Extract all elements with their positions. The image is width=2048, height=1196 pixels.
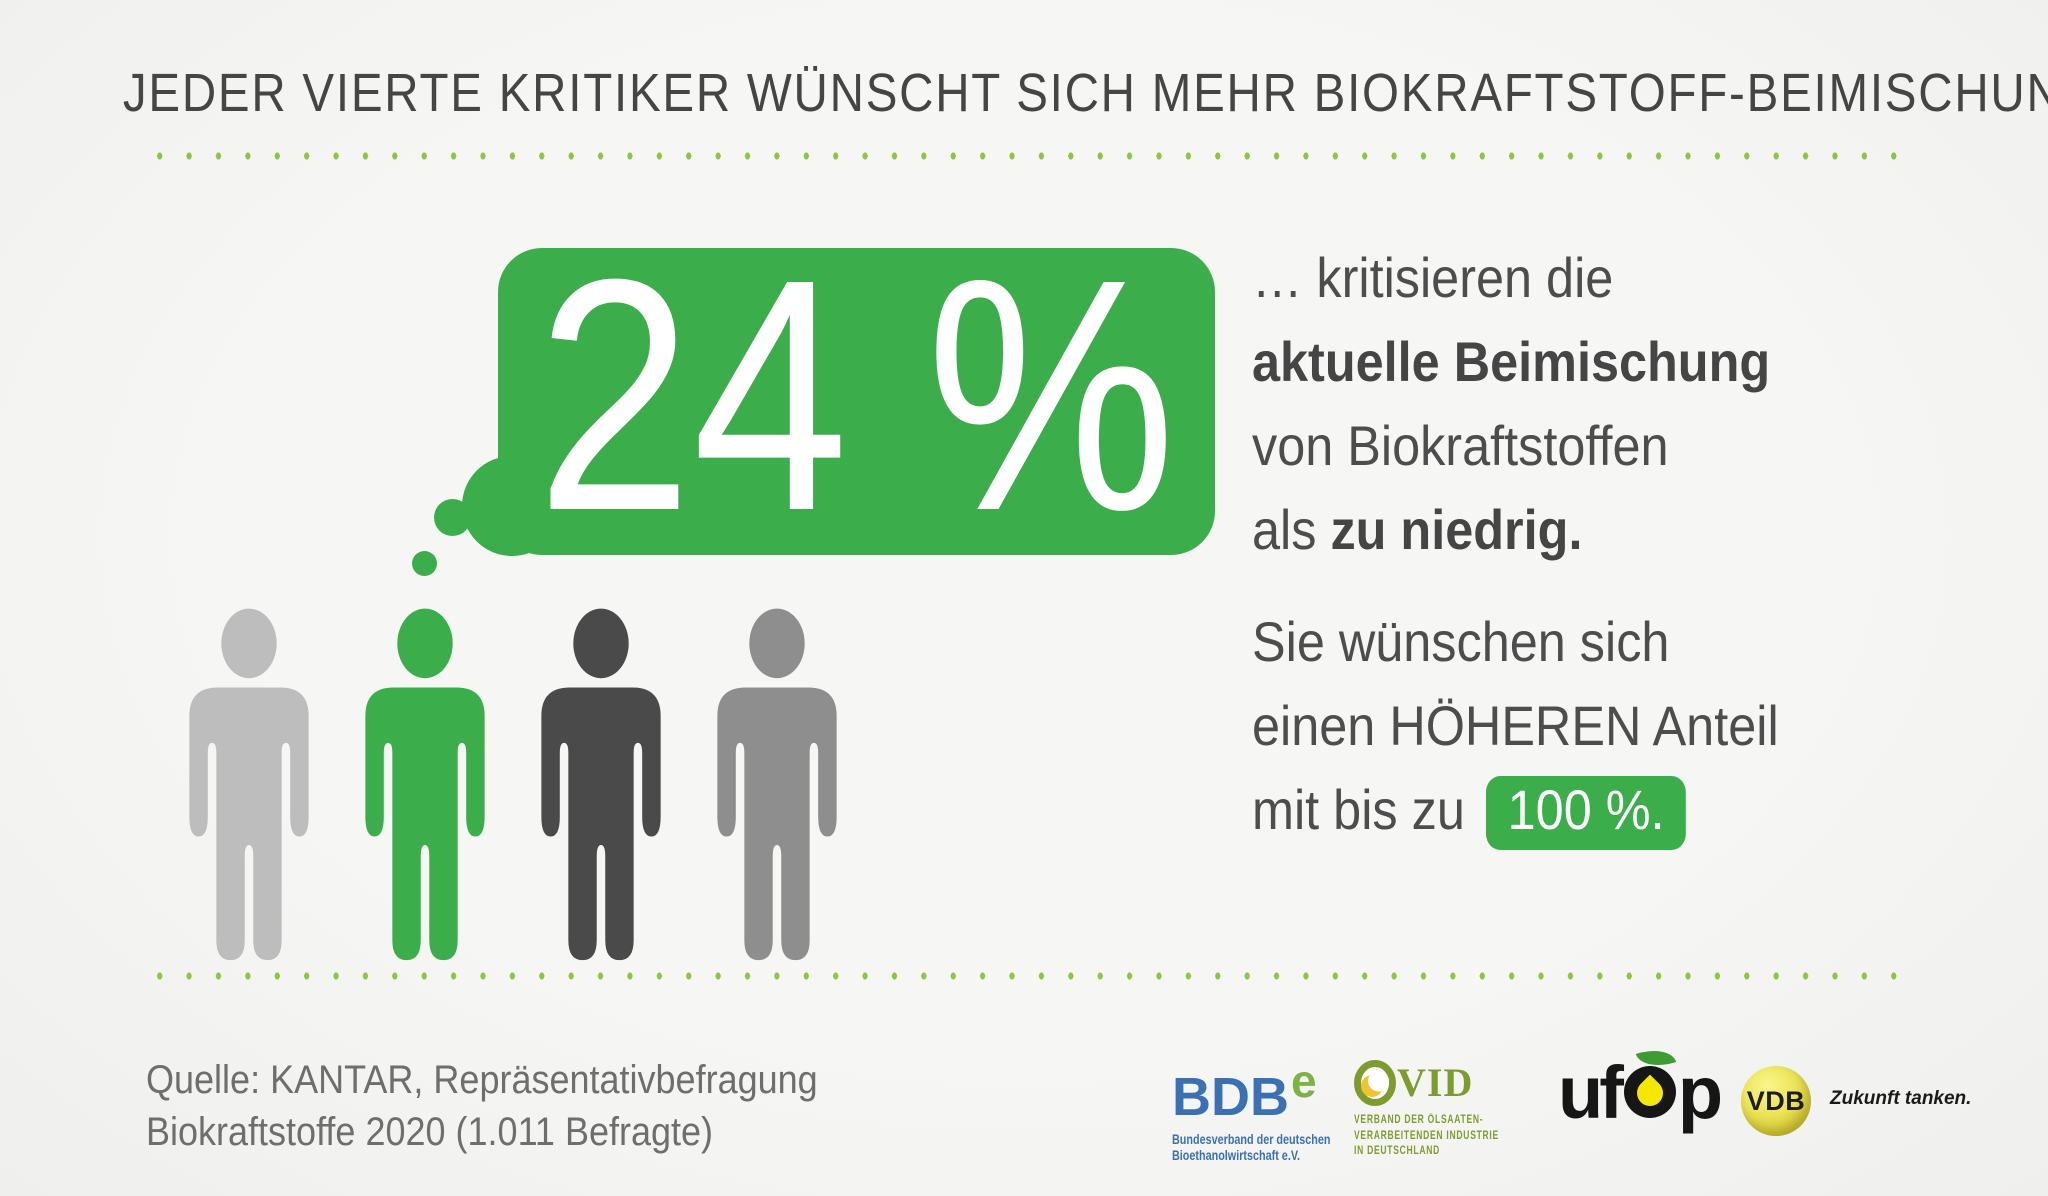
person-head <box>221 608 277 679</box>
wish-line-3: mit bis zu 100 %. <box>1252 768 1779 852</box>
person-body <box>365 687 485 961</box>
person-body <box>541 687 661 961</box>
dotted-divider-bottom <box>145 970 1907 982</box>
person-head <box>573 608 629 679</box>
logo-bdbe: BDBe Bundesverband der deutschen Bioetha… <box>1172 1054 1370 1164</box>
logo-bdbe-wordmark: BDBe <box>1172 1054 1370 1124</box>
statement-line-4-bold: zu niedrig. <box>1330 498 1583 561</box>
logo-bdbe-subtitle: Bundesverband der deutschen Bioethanolwi… <box>1172 1132 1330 1164</box>
ovid-o-crescent-icon <box>1354 1060 1396 1106</box>
page-title: JEDER VIERTE KRITIKER WÜNSCHT SICH MEHR … <box>122 63 2048 123</box>
source-line-1: Quelle: KANTAR, Repräsentativbefragung <box>146 1058 818 1102</box>
logo-vdb-tagline: Zukunft tanken. <box>1830 1088 1972 1109</box>
logo-ufop-text-uf: uf <box>1558 1051 1624 1134</box>
logo-vdb-text: VDB <box>1746 1085 1806 1116</box>
logo-ovid-subtitle-line-3: IN DEUTSCHLAND <box>1354 1145 1441 1157</box>
logo-vdb-ball: VDB <box>1741 1066 1811 1136</box>
wish-paragraph: Sie wünschen sich einen HÖHEREN Anteil m… <box>1252 600 1779 852</box>
statement-line-1: … kritisieren die <box>1252 246 1614 309</box>
person-head <box>749 608 805 679</box>
logo-ovid-text: VID <box>1397 1060 1474 1105</box>
logo-ufop-o-mark <box>1623 1042 1677 1118</box>
speech-bubble-tail-dot-small <box>412 551 437 576</box>
person-icon-2-highlighted <box>365 608 485 961</box>
statement-paragraph: … kritisieren die aktuelle Beimischung v… <box>1252 236 1770 572</box>
logo-ovid-subtitle-line-1: VERBAND DER ÖLSAATEN- <box>1354 1114 1484 1126</box>
highlight-badge-100-percent: 100 %. <box>1486 776 1687 850</box>
statistic-value: 24 % <box>536 210 1177 579</box>
logo-ufop: uf p <box>1558 1042 1723 1134</box>
statement-line-3: von Biokraftstoffen <box>1252 414 1669 477</box>
person-body <box>189 687 309 961</box>
person-icon-3 <box>541 608 661 961</box>
logo-ovid-subtitle-line-2: VERARBEITENDEN INDUSTRIE <box>1354 1129 1499 1142</box>
wish-line-3-pre: mit bis zu <box>1252 778 1479 841</box>
logo-ovid: VID VERBAND DER ÖLSAATEN- VERARBEITENDEN… <box>1354 1060 1550 1160</box>
oil-drop-icon <box>1631 1074 1669 1112</box>
statement-line-4-pre: als <box>1252 498 1331 561</box>
logo-bdbe-superscript-e: e <box>1291 1055 1317 1107</box>
source-note: Quelle: KANTAR, Repräsentativbefragung B… <box>146 1054 818 1158</box>
source-line-2: Biokraftstoffe 2020 (1.011 Befragte) <box>146 1110 714 1154</box>
wish-line-1: Sie wünschen sich <box>1252 610 1670 673</box>
logo-ufop-text-p: p <box>1677 1051 1723 1134</box>
person-icon-4 <box>717 608 837 961</box>
person-head <box>397 608 453 679</box>
leaf-icon <box>1635 1042 1677 1074</box>
statement-line-4: als zu niedrig. <box>1252 488 1770 572</box>
dotted-divider-top <box>145 150 1907 162</box>
statement-line-2-bold: aktuelle Beimischung <box>1252 330 1771 393</box>
statement-line-2: aktuelle Beimischung <box>1252 320 1770 404</box>
logo-ovid-subtitle: VERBAND DER ÖLSAATEN- VERARBEITENDEN IND… <box>1354 1113 1499 1160</box>
logo-bdbe-subtitle-line-2: Bioethanolwirtschaft e.V. <box>1172 1148 1301 1163</box>
speech-bubble-tail-dot-large <box>434 499 471 536</box>
logo-ovid-wordmark: VID <box>1354 1060 1550 1106</box>
wish-line-2: einen HÖHEREN Anteil <box>1252 694 1779 757</box>
speech-bubble: 24 % <box>498 230 1215 560</box>
logo-bdbe-subtitle-line-1: Bundesverband der deutschen <box>1172 1132 1331 1147</box>
person-body <box>717 687 837 961</box>
person-icon-1 <box>189 608 309 961</box>
logo-bdbe-text: BDB <box>1172 1067 1289 1127</box>
